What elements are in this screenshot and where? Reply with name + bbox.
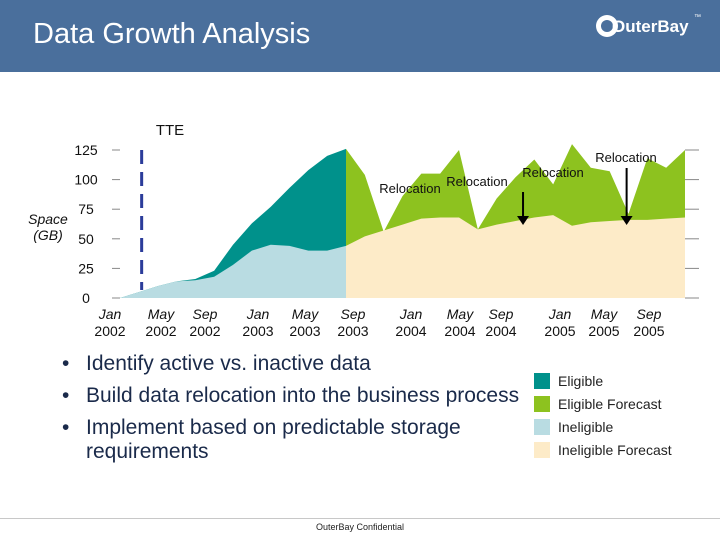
x-tick-month: Sep [637,306,662,322]
legend-label: Eligible Forecast [558,396,662,412]
y-tick-label: 75 [78,201,94,217]
legend-label: Ineligible [558,419,614,435]
y-tick-label: 100 [74,172,98,188]
logo-trademark: ™ [694,14,701,21]
legend-swatch [534,442,550,458]
x-tick-year: 2005 [588,323,619,339]
y-tick-label: 50 [78,231,94,247]
x-tick-month: Jan [246,306,270,322]
x-tick-year: 2003 [337,323,368,339]
y-axis-label: Space [28,211,68,227]
relocation-arrow-head [620,216,633,225]
x-tick-year: 2003 [242,323,273,339]
page-title: Data Growth Analysis [33,18,311,50]
x-tick-year: 2004 [485,323,516,339]
title-bar: Data Growth Analysis [0,0,720,72]
bullet-icon: • [62,352,70,375]
relocation-label: Relocation [522,165,583,180]
y-tick-label: 125 [74,142,98,158]
y-axis-label: (GB) [33,227,63,243]
x-tick-month: May [148,306,175,322]
legend-swatch [534,373,550,389]
x-tick-year: 2004 [444,323,475,339]
x-tick-month: Jan [399,306,423,322]
series-area-ineligible [120,244,346,298]
logo-icon-inner [601,20,613,32]
x-tick-year: 2002 [145,323,176,339]
legend-label: Ineligible Forecast [558,442,672,458]
bullet-item: • Build data relocation into the business… [62,384,522,408]
series-area-ineligible-forecast [346,215,685,298]
bullet-item: • Implement based on predictable storage … [62,416,522,464]
x-tick-month: May [447,306,474,322]
bullet-text: Identify active vs. inactive data [86,352,371,375]
x-tick-month: Jan [548,306,572,322]
legend-label: Eligible [558,373,604,389]
x-tick-year: 2004 [395,323,426,339]
logo-text: OuterBay [612,17,689,36]
data-growth-chart: 0255075100125Space(GB)Jan2002May2002Sep2… [28,122,699,339]
x-tick-month: May [591,306,618,322]
x-tick-year: 2002 [189,323,220,339]
x-tick-month: Sep [489,306,514,322]
y-tick-label: 0 [82,290,90,306]
footer-divider [0,518,720,519]
relocation-label: Relocation [446,174,507,189]
bullet-list: • Identify active vs. inactive data • Build… [62,352,522,472]
x-tick-year: 2005 [633,323,664,339]
x-tick-month: May [292,306,319,322]
x-tick-month: Jan [98,306,122,322]
tte-marker-label: TTE [156,122,184,139]
bullet-text: Build data relocation into the business … [86,384,520,407]
y-tick-label: 25 [78,260,94,276]
x-tick-year: 2003 [289,323,320,339]
relocation-label: Relocation [595,150,656,165]
bullet-icon: • [62,384,70,407]
x-tick-month: Sep [193,306,218,322]
relocation-label: Relocation [379,181,440,196]
legend-swatch [534,419,550,435]
x-tick-year: 2005 [544,323,575,339]
bullet-item: • Identify active vs. inactive data [62,352,522,376]
bullet-text: Implement based on predictable storage r… [86,416,461,463]
relocation-arrow-head [517,216,530,225]
x-tick-month: Sep [341,306,366,322]
x-tick-year: 2002 [94,323,125,339]
bullet-icon: • [62,416,70,439]
legend-swatch [534,396,550,412]
footer-text: OuterBay Confidential [315,522,405,532]
